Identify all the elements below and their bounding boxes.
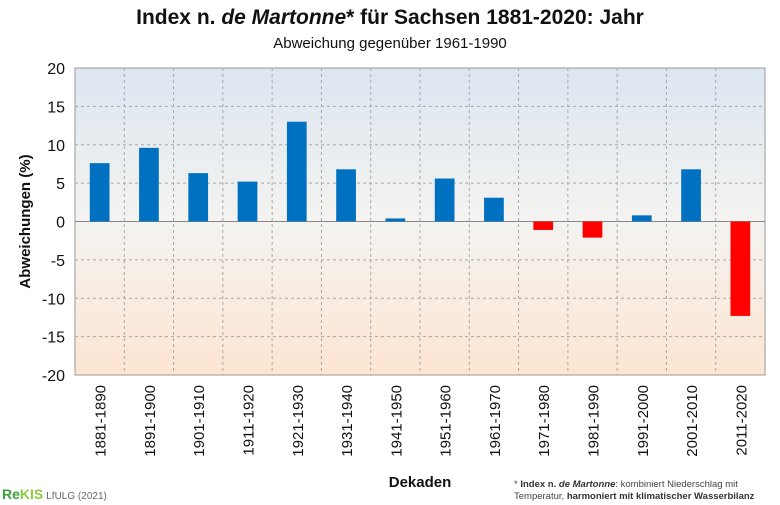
bar-1901-1910: [188, 173, 209, 222]
bar-1991-2000: [631, 215, 652, 222]
bar-1971-1980: [533, 221, 554, 230]
y-tick-label: 10: [47, 138, 65, 155]
y-tick-label: -10: [42, 291, 65, 308]
brand-org: LfULG (2021): [46, 491, 107, 502]
x-tick-label: 1971-1980: [536, 385, 553, 457]
bar-1931-1940: [336, 169, 356, 222]
footnote: * Index n. de Martonne: kombiniert Niede…: [514, 479, 755, 502]
x-tick-label: 1951-1960: [438, 385, 455, 457]
x-tick-label: 2001-2010: [684, 385, 701, 457]
bar-1951-1960: [434, 178, 455, 222]
bar-2001-2010: [681, 169, 701, 222]
y-tick-label: -5: [51, 253, 65, 270]
x-tick-label: 1961-1970: [487, 385, 504, 457]
x-tick-label: 1881-1890: [93, 385, 110, 457]
x-tick-label: 1911-1920: [241, 385, 258, 456]
bar-1961-1970: [484, 197, 504, 222]
chart-subtitle: Abweichung gegenüber 1961-1990: [273, 35, 507, 52]
x-tick-label: 1901-1910: [191, 385, 208, 457]
x-tick-label: 1921-1930: [290, 385, 307, 457]
y-axis-label: Abweichungen (%): [17, 154, 34, 288]
y-tick-label: 0: [56, 215, 65, 232]
y-tick-label: 20: [47, 61, 65, 78]
bar-1981-1990: [582, 221, 603, 238]
x-tick-label: 1981-1990: [586, 385, 603, 457]
bar-1881-1890: [89, 163, 110, 222]
x-tick-label: 1891-1900: [142, 385, 159, 457]
rekis-logo: ReKIS LfULG (2021): [2, 486, 107, 502]
x-axis-label: Dekaden: [389, 474, 452, 491]
x-tick-label: 1991-2000: [635, 385, 652, 457]
chart-title: Index n. de Martonne* für Sachsen 1881-2…: [136, 6, 644, 29]
x-tick-label: 2011-2020: [733, 385, 750, 456]
x-tick-label: 1941-1950: [388, 385, 405, 457]
y-tick-label: 15: [47, 99, 65, 116]
bar-1941-1950: [385, 218, 406, 222]
bar-2011-2020: [730, 221, 751, 316]
bar-1921-1930: [286, 121, 307, 222]
y-tick-label: -20: [42, 368, 65, 385]
y-tick-label: 5: [56, 176, 65, 193]
x-tick-label: 1931-1940: [339, 385, 356, 457]
y-tick-label: -15: [42, 330, 65, 347]
bar-1891-1900: [139, 147, 159, 222]
bar-1911-1920: [237, 181, 258, 222]
